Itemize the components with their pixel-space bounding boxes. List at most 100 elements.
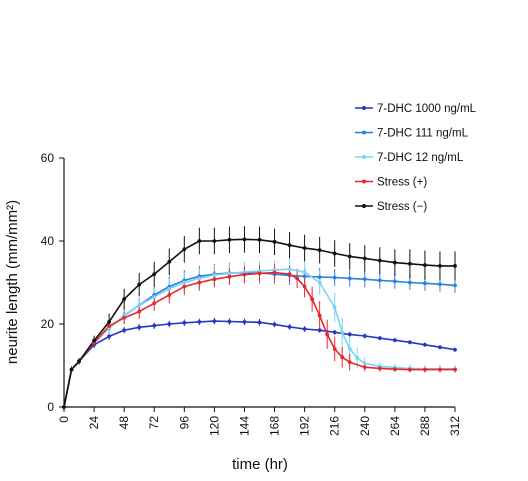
data-point xyxy=(122,315,127,320)
data-point xyxy=(197,320,202,324)
legend-marker xyxy=(362,204,366,208)
x-tick-label: 96 xyxy=(177,416,191,430)
data-point xyxy=(332,305,337,310)
data-point xyxy=(347,332,352,337)
data-point xyxy=(392,260,397,265)
data-point xyxy=(332,347,337,351)
data-point xyxy=(407,340,412,345)
x-tick-label: 312 xyxy=(448,416,462,436)
data-point xyxy=(167,322,172,326)
data-point xyxy=(392,338,397,343)
legend-marker xyxy=(362,130,366,135)
data-point xyxy=(362,361,367,366)
data-point xyxy=(347,360,352,365)
data-point xyxy=(302,246,307,250)
data-point xyxy=(377,258,382,263)
data-point xyxy=(137,282,142,287)
data-point xyxy=(423,367,427,372)
x-tick-label: 192 xyxy=(298,416,312,436)
data-point xyxy=(107,324,112,328)
data-point xyxy=(302,270,307,275)
data-point xyxy=(347,347,352,351)
data-point xyxy=(212,277,217,282)
data-point xyxy=(347,276,352,281)
data-point xyxy=(77,359,81,364)
data-point xyxy=(302,274,307,279)
x-tick-label: 48 xyxy=(117,416,131,430)
data-point xyxy=(242,272,247,277)
data-point xyxy=(392,367,397,372)
data-point xyxy=(407,280,412,285)
data-point xyxy=(122,328,127,333)
x-tick-label: 72 xyxy=(147,416,161,430)
data-point xyxy=(362,334,367,338)
data-point xyxy=(317,248,322,253)
x-tick-label: 144 xyxy=(237,416,251,436)
data-point xyxy=(355,356,360,360)
data-point xyxy=(137,309,142,314)
data-point xyxy=(182,247,187,252)
series-line xyxy=(63,271,455,408)
x-tick-label: 264 xyxy=(388,416,402,436)
data-point xyxy=(453,367,457,372)
data-point xyxy=(317,313,322,318)
data-point xyxy=(340,330,345,335)
data-point xyxy=(332,330,337,335)
x-tick-label: 120 xyxy=(207,416,221,436)
data-point xyxy=(107,320,112,324)
data-point xyxy=(122,297,127,301)
data-point xyxy=(362,256,367,261)
data-point xyxy=(197,280,202,285)
data-point xyxy=(152,323,157,328)
data-point xyxy=(242,237,247,242)
data-point xyxy=(438,367,442,372)
data-point xyxy=(453,283,457,288)
data-point xyxy=(287,243,292,248)
data-point xyxy=(438,345,442,350)
axes: 0 20 40 60 0 24 48 72 96 120 144 168 192 216 240 264 28… xyxy=(41,151,462,436)
y-tick-label: 40 xyxy=(41,234,55,248)
data-point xyxy=(272,239,277,244)
y-tick-label: 0 xyxy=(47,400,54,414)
data-point xyxy=(392,279,397,284)
x-axis-title: time (hr) xyxy=(232,456,288,473)
data-point xyxy=(407,261,412,266)
data-point xyxy=(167,293,172,297)
data-point xyxy=(167,286,172,291)
data-point xyxy=(347,254,352,259)
data-point xyxy=(242,320,247,324)
data-point xyxy=(227,237,232,242)
data-point xyxy=(272,322,277,327)
data-point xyxy=(197,276,202,281)
legend-marker xyxy=(362,106,366,110)
x-tick-label: 216 xyxy=(328,416,342,436)
data-point xyxy=(227,274,232,279)
error-bars xyxy=(71,226,456,373)
data-point xyxy=(317,328,322,333)
series-line xyxy=(63,238,455,408)
data-point xyxy=(423,342,427,347)
data-point xyxy=(182,284,187,289)
data-point xyxy=(287,272,292,277)
data-point xyxy=(302,327,307,331)
x-ticks: 0 24 48 72 96 120 144 168 192 216 240 264 288 312 xyxy=(57,407,462,436)
data-point xyxy=(377,366,382,371)
data-point xyxy=(438,264,442,268)
legend-marker xyxy=(362,155,366,159)
legend-label: 7-DHC 12 ng/mL xyxy=(377,152,464,164)
series-line xyxy=(63,268,455,408)
data-point xyxy=(92,338,96,343)
legend-label: 7-DHC 1000 ng/mL xyxy=(377,103,477,115)
data-point xyxy=(182,320,187,325)
data-point xyxy=(287,325,292,329)
data-point xyxy=(227,319,232,324)
legend: 7-DHC 1000 ng/mL 7-DHC 111 ng/mL 7-DHC 12 … xyxy=(355,103,477,213)
y-tick-label: 20 xyxy=(41,317,55,331)
series-line xyxy=(63,320,456,408)
data-point xyxy=(152,272,157,277)
data-point xyxy=(438,282,442,287)
data-point xyxy=(310,297,315,301)
x-tick-label: 288 xyxy=(418,416,432,436)
data-point xyxy=(227,271,232,276)
